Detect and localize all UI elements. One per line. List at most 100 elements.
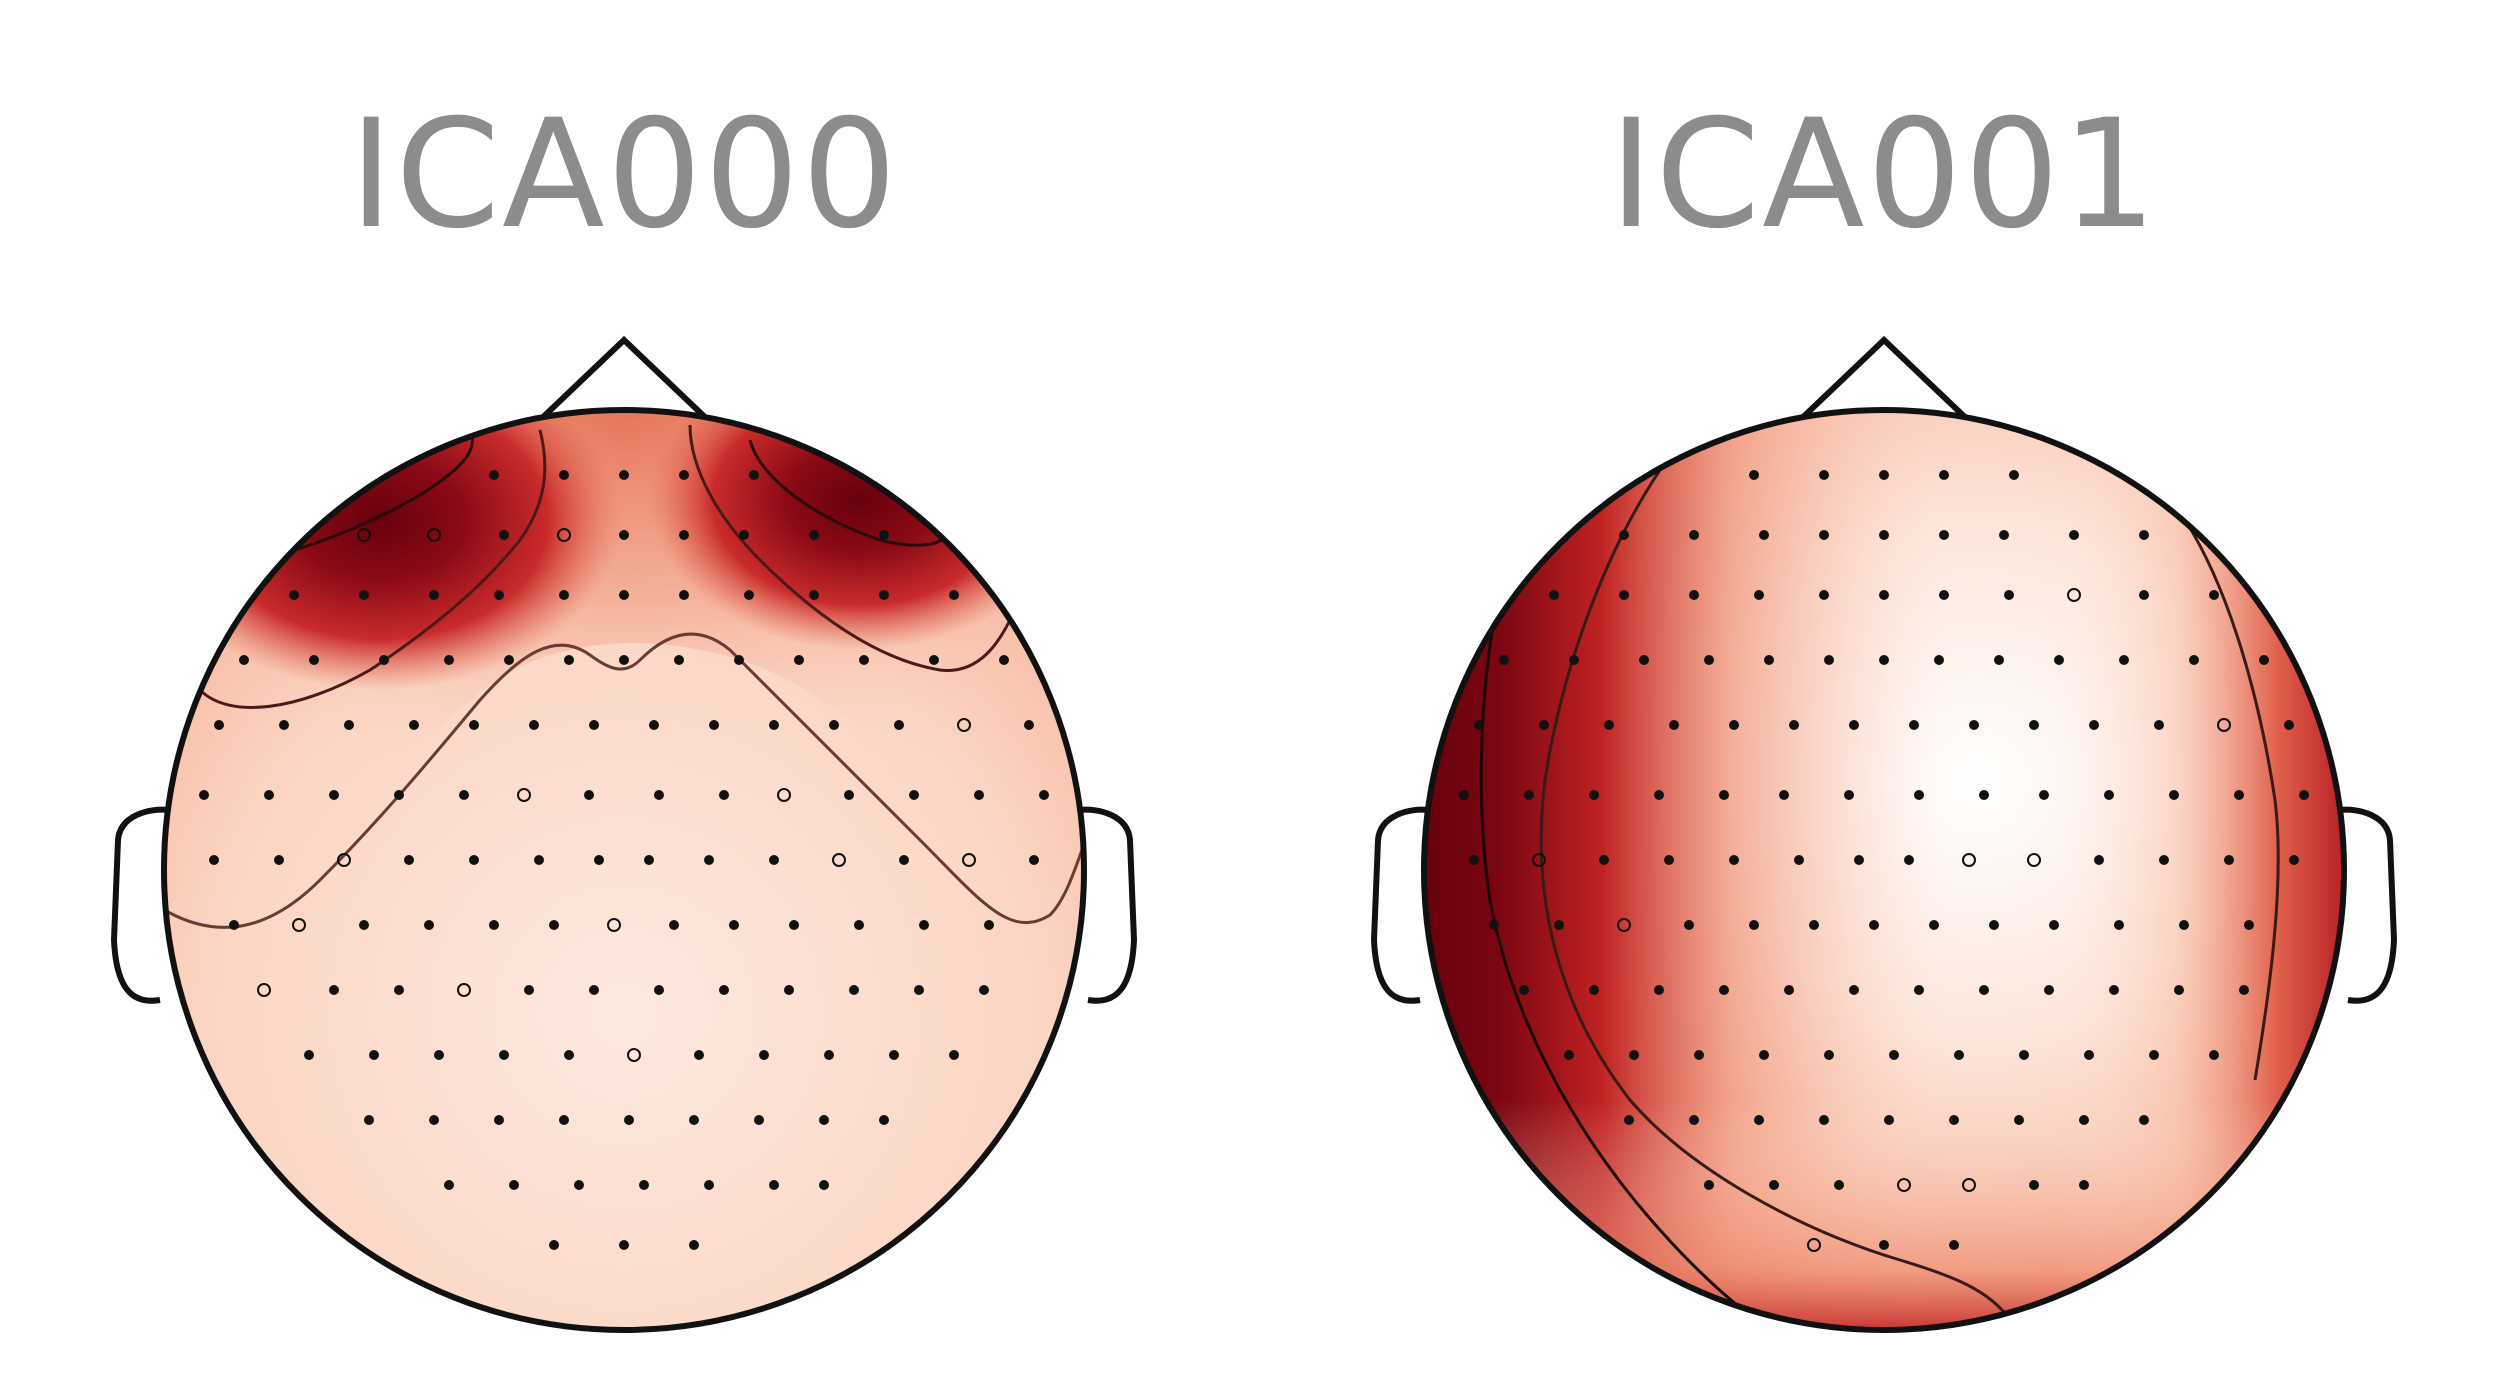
- sensor-dot: [739, 530, 749, 540]
- sensor-dot: [1629, 1050, 1639, 1060]
- sensor-dot: [1939, 590, 1949, 600]
- sensor-dot: [1759, 530, 1769, 540]
- sensor-dot: [409, 720, 419, 730]
- sensor-dot: [584, 790, 594, 800]
- sensor-dot: [1669, 720, 1679, 730]
- sensor-dot: [1569, 655, 1579, 665]
- sensor-dot: [719, 790, 729, 800]
- sensor-dot: [1689, 1115, 1699, 1125]
- sensor-dot: [889, 1050, 899, 1060]
- sensor-dot: [1704, 655, 1714, 665]
- sensor-dot: [257, 983, 271, 997]
- sensor-dot: [1754, 590, 1764, 600]
- sensor-dot: [2139, 590, 2149, 600]
- sensor-dot: [559, 470, 569, 480]
- sensor-dot: [1819, 1115, 1829, 1125]
- sensor-dot: [329, 985, 339, 995]
- sensor-dot: [2234, 790, 2244, 800]
- sensor-dot: [1784, 985, 1794, 995]
- sensor-dot: [2139, 530, 2149, 540]
- sensor-markers: [199, 470, 1049, 1250]
- sensor-dot: [429, 1115, 439, 1125]
- sensor-dot: [689, 1240, 699, 1250]
- sensor-dot: [329, 790, 339, 800]
- sensor-dot: [424, 920, 434, 930]
- head-outline: [1421, 407, 2347, 1333]
- sensor-dot: [1564, 1050, 1574, 1060]
- sensor-dot: [2049, 920, 2059, 930]
- sensor-dot: [1979, 790, 1989, 800]
- component-title: ICA001: [1609, 88, 2159, 262]
- sensor-dot: [962, 853, 976, 867]
- sensor-dot: [1879, 590, 1889, 600]
- sensor-dot: [559, 1115, 569, 1125]
- sensor-dot: [1689, 530, 1699, 540]
- sensor-dot: [357, 528, 371, 542]
- sensor-dot: [199, 790, 209, 800]
- sensor-dot: [1824, 1050, 1834, 1060]
- sensor-dot: [489, 920, 499, 930]
- sensor-dot: [619, 590, 629, 600]
- left-ear-outline: [1370, 806, 1429, 1004]
- sensor-dot: [1909, 720, 1919, 730]
- sensor-dot: [2094, 855, 2104, 865]
- sensor-dot: [1704, 1180, 1714, 1190]
- sensor-dot: [369, 1050, 379, 1060]
- sensor-dot: [1914, 985, 1924, 995]
- sensor-dot: [607, 918, 621, 932]
- sensor-dot: [832, 853, 846, 867]
- sensor-dot: [509, 1180, 519, 1190]
- sensor-dot: [1532, 853, 1546, 867]
- sensor-dot: [1854, 855, 1864, 865]
- sensor-dot: [589, 720, 599, 730]
- sensor-dot: [427, 528, 441, 542]
- sensor-dot: [1879, 530, 1889, 540]
- sensor-dot: [1884, 1115, 1894, 1125]
- sensor-dot: [789, 920, 799, 930]
- sensor-dot: [1807, 1238, 1821, 1252]
- sensor-dot: [1979, 985, 1989, 995]
- sensor-dot: [1889, 1050, 1899, 1060]
- sensor-dot: [1819, 590, 1829, 600]
- sensor-dot: [1962, 1178, 1976, 1192]
- sensor-dot: [2189, 655, 2199, 665]
- sensor-dot: [549, 1240, 559, 1250]
- sensor-dot: [769, 855, 779, 865]
- sensor-dot: [679, 530, 689, 540]
- sensor-dot: [819, 1115, 829, 1125]
- sensor-dot: [549, 920, 559, 930]
- sensor-dot: [719, 985, 729, 995]
- sensor-dot: [1849, 985, 1859, 995]
- sensor-dot: [734, 655, 744, 665]
- sensor-dot: [1904, 855, 1914, 865]
- sensor-dot: [444, 1180, 454, 1190]
- sensor-dot: [2054, 655, 2064, 665]
- sensor-markers: [1459, 470, 2309, 1252]
- sensor-dot: [2109, 985, 2119, 995]
- sensor-dot: [1604, 720, 1614, 730]
- sensor-dot: [649, 720, 659, 730]
- sensor-dot: [344, 720, 354, 730]
- sensor-dot: [494, 1115, 504, 1125]
- sensor-dot: [2079, 1115, 2089, 1125]
- sensor-dot: [1779, 790, 1789, 800]
- sensor-dot: [574, 1180, 584, 1190]
- sensor-dot: [879, 530, 889, 540]
- sensor-dot: [909, 790, 919, 800]
- sensor-dot: [379, 655, 389, 665]
- sensor-dot: [819, 1180, 829, 1190]
- sensor-dot: [1879, 1240, 1889, 1250]
- sensor-dot: [1994, 655, 2004, 665]
- sensor-dot: [517, 788, 531, 802]
- sensor-dot: [2174, 985, 2184, 995]
- sensor-dot: [1759, 1050, 1769, 1060]
- sensor-dot: [209, 855, 219, 865]
- sensor-dot: [2209, 1050, 2219, 1060]
- sensor-dot: [949, 1050, 959, 1060]
- sensor-dot: [2289, 855, 2299, 865]
- sensor-dot: [704, 1180, 714, 1190]
- sensor-dot: [1809, 920, 1819, 930]
- sensor-dot: [1897, 1178, 1911, 1192]
- sensor-dot: [289, 590, 299, 600]
